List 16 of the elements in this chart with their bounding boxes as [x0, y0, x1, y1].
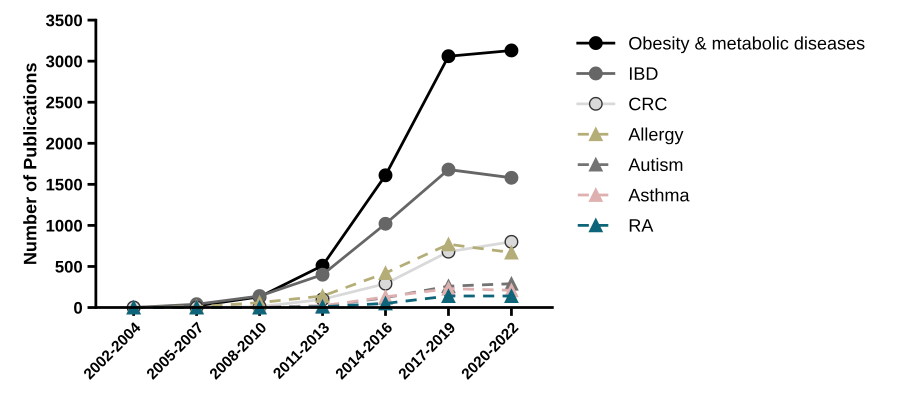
y-tick-label: 3000	[46, 56, 82, 68]
y-tick-label: 1000	[46, 220, 82, 232]
legend-label: Asthma	[628, 188, 690, 202]
legend-label: IBD	[630, 67, 658, 80]
y-axis-title: Number of Publications	[23, 63, 36, 264]
legend-label: Obesity & metabolic diseases	[629, 36, 864, 54]
legend-label: Allergy	[628, 127, 684, 144]
y-tick-label: 500	[55, 260, 82, 273]
y-tick-label: 2000	[46, 138, 82, 150]
y-tick-label: 2500	[46, 96, 82, 108]
y-tick-label: 0	[74, 302, 82, 314]
legend-label: CRC	[629, 98, 667, 110]
y-tick-label: 3500	[46, 14, 82, 26]
y-tick-label: 1500	[46, 178, 82, 191]
legend-label: RA	[630, 219, 654, 232]
legend-label: Autism	[628, 158, 682, 172]
